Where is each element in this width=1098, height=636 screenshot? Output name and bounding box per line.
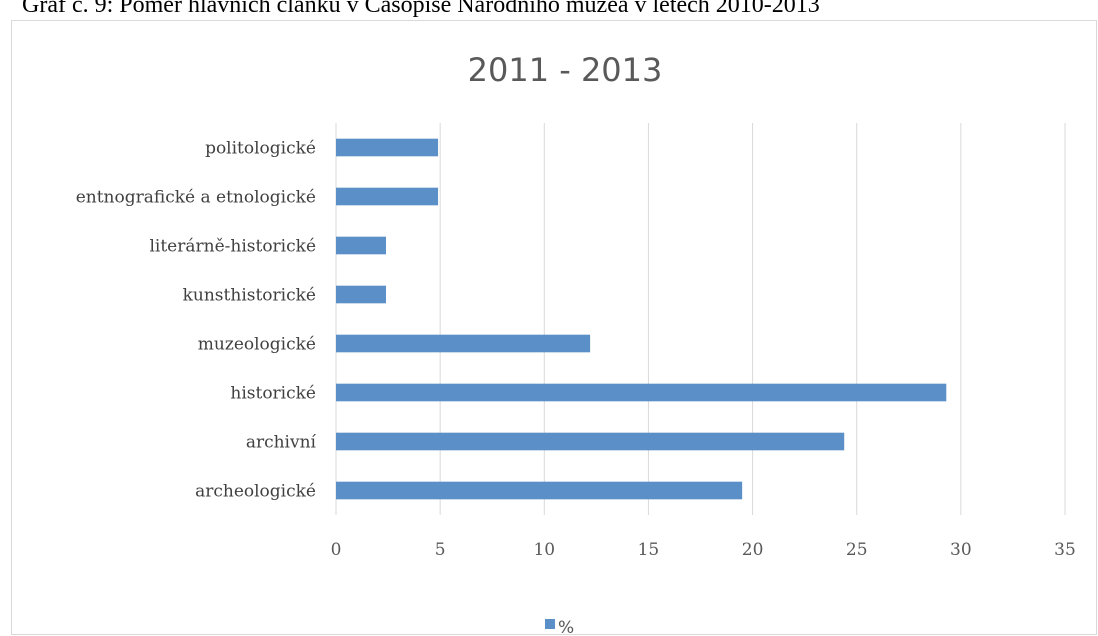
bar [336,334,591,353]
legend-swatch [545,619,555,629]
x-axis-tick-labels: 0 5 10 15 20 25 30 35 [331,540,1076,560]
x-tick-label: 30 [950,540,972,560]
category-label: politologické [205,139,316,159]
category-label: kunsthistorické [183,286,316,306]
chart-title: 2011 - 2013 [468,51,663,89]
x-tick-label: 25 [846,540,868,560]
category-labels: archeologické archivní historické muzeologi… [76,139,317,502]
legend: % [545,618,574,636]
figure-caption: Graf č. 9: Poměr hlavních článků v Časop… [22,0,820,18]
bar [336,481,743,500]
gridlines [335,123,1066,515]
category-label: historické [230,384,316,404]
bar [336,285,386,304]
x-tick-label: 35 [1054,540,1076,560]
x-tick-label: 0 [331,540,342,560]
legend-label: % [558,618,574,636]
bar [336,383,947,402]
x-tick-label: 10 [533,540,555,560]
x-tick-label: 20 [742,540,764,560]
bar-chart: 2011 - 2013 archeologické archivní histori… [76,51,1076,636]
category-label: literárně-historické [149,237,316,257]
x-tick-label: 15 [638,540,660,560]
chart-area: 2011 - 2013 archeologické archivní histori… [11,20,1097,636]
bar [336,236,386,255]
bar [336,432,845,451]
bars [336,138,947,500]
category-label: entnografické a etnologické [76,188,316,208]
category-label: archeologické [195,482,316,502]
x-tick-label: 5 [435,540,446,560]
category-label: archivní [246,433,317,453]
bar [336,187,439,206]
category-label: muzeologické [198,335,316,355]
bar [336,138,439,157]
